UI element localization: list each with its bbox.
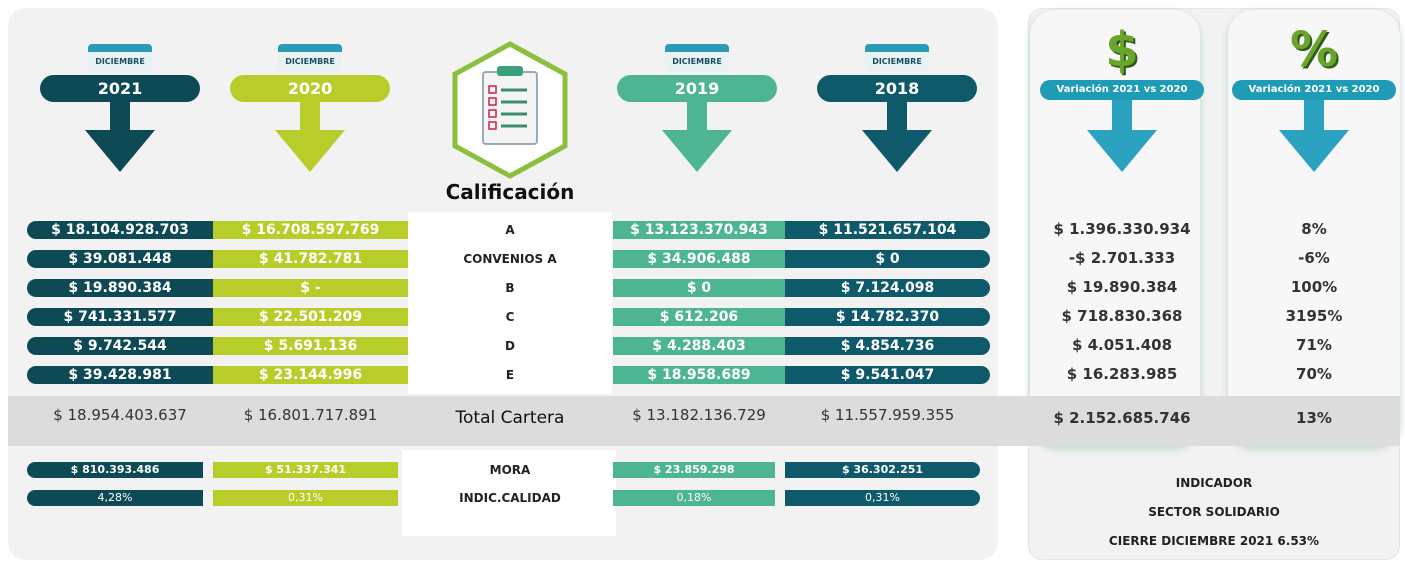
value-pill: $ 18.958.689 [613,366,785,384]
variation-value: 70% [1296,365,1332,383]
arrow [1279,100,1349,172]
variation-value: $ 4.051.408 [1071,336,1173,354]
mora-pill: $ 36.302.251 [785,462,980,478]
value-pill: $ 18.104.928.703 [27,221,213,239]
indic-label: INDIC.CALIDAD [459,491,561,505]
value-pill: $ 39.428.981 [27,366,213,384]
mora-label: MORA [489,463,531,477]
mora-pill: $ 23.859.298 [613,462,775,478]
value-pill: $ 4.854.736 [785,337,990,355]
variation-icon: % [1289,22,1339,78]
total-label: Total Cartera [455,408,565,428]
variation-value: 8% [1301,220,1327,238]
value-pill: $ 22.501.209 [213,308,408,326]
variation-total: 13% [1296,409,1332,427]
variation-value: -$ 2.701.333 [1068,249,1176,267]
value-pill: $ 13.123.370.943 [613,221,785,239]
variation-value: $ 718.830.368 [1061,307,1183,325]
center-column [402,450,616,536]
value-pill: $ 4.288.403 [613,337,785,355]
total-value: $ 13.182.136.729 [632,406,766,424]
row-label: E [505,368,515,382]
row-label: C [505,310,515,324]
value-pill: $ 16.708.597.769 [213,221,408,239]
variation-value: $ 16.283.985 [1066,365,1178,383]
arrow [275,100,345,172]
value-pill: $ 7.124.098 [785,279,990,297]
value-pill: $ 11.521.657.104 [785,221,990,239]
total-band [8,396,1400,446]
value-pill: $ 41.782.781 [213,250,408,268]
indic-pill: 4,28% [27,490,203,506]
value-pill: $ 39.081.448 [27,250,213,268]
indic-pill: 0,31% [785,490,980,506]
indic-pill: 0,18% [613,490,775,506]
value-pill: $ 9.742.544 [27,337,213,355]
total-value: $ 18.954.403.637 [53,406,187,424]
value-pill: $ 34.906.488 [613,250,785,268]
variation-value: 71% [1296,336,1332,354]
mora-pill: $ 51.337.341 [213,462,398,478]
variation-value: -6% [1298,249,1330,267]
year-pill: 2020 [230,75,390,102]
value-pill: $ 612.206 [613,308,785,326]
variation-value: 100% [1290,278,1338,296]
calendar: DICIEMBRE [88,44,152,72]
variation-value: 3195% [1285,307,1343,325]
value-pill: $ 9.541.047 [785,366,990,384]
variation-icon: $ [1105,22,1139,78]
center-title: Calificación [445,180,575,204]
calendar: DICIEMBRE [865,44,929,72]
row-label: A [505,223,515,237]
value-pill: $ 14.782.370 [785,308,990,326]
variation-header: Variación 2021 vs 2020 [1040,80,1204,100]
row-label: B [505,281,515,295]
value-pill: $ 0 [613,279,785,297]
indicator-line: SECTOR SOLIDARIO [1148,505,1280,519]
indicator-line: CIERRE DICIEMBRE 2021 6.53% [1108,534,1320,548]
arrow [1087,100,1157,172]
total-value: $ 11.557.959.355 [820,406,955,424]
variation-header: Variación 2021 vs 2020 [1232,80,1396,100]
arrow [862,100,932,172]
value-pill: $ - [213,279,408,297]
row-label: D [505,339,515,353]
arrow [662,100,732,172]
value-pill: $ 23.144.996 [213,366,408,384]
total-value: $ 16.801.717.891 [243,406,378,424]
row-label: CONVENIOS A [463,252,557,266]
clipboard-icon [452,41,568,179]
year-pill: 2021 [40,75,200,102]
indicator-line: INDICADOR [1175,476,1253,490]
center-column [408,212,612,394]
arrow [85,100,155,172]
year-pill: 2018 [817,75,977,102]
year-pill: 2019 [617,75,777,102]
value-pill: $ 0 [785,250,990,268]
value-pill: $ 5.691.136 [213,337,408,355]
indic-pill: 0,31% [213,490,398,506]
value-pill: $ 741.331.577 [27,308,213,326]
calendar: DICIEMBRE [278,44,342,72]
value-pill: $ 19.890.384 [27,279,213,297]
mora-pill: $ 810.393.486 [27,462,203,478]
variation-value: $ 19.890.384 [1066,278,1178,296]
calendar: DICIEMBRE [665,44,729,72]
variation-total: $ 2.152.685.746 [1053,409,1191,427]
variation-value: $ 1.396.330.934 [1053,220,1191,238]
